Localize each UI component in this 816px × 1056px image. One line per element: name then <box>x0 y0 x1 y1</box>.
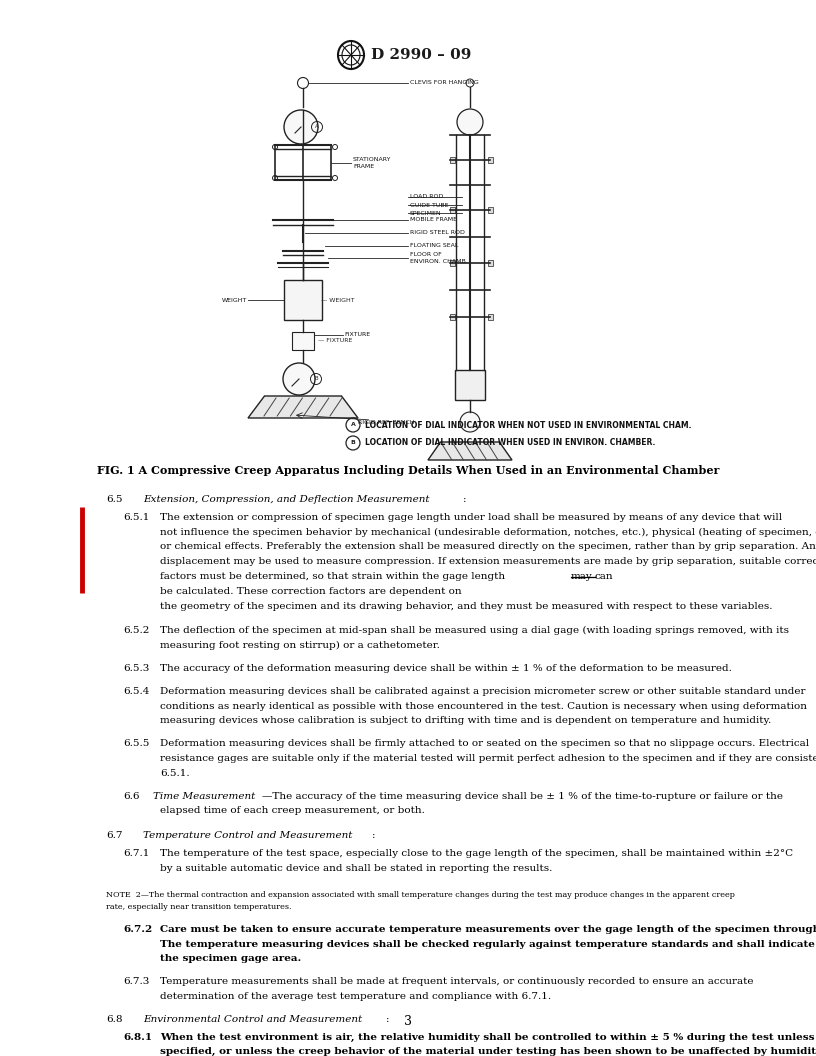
Text: Care must be taken to ensure accurate temperature measurements over the gage len: Care must be taken to ensure accurate te… <box>160 925 816 934</box>
Bar <box>284 280 322 320</box>
Text: When the test environment is air, the relative humidity shall be controlled to w: When the test environment is air, the re… <box>160 1033 816 1041</box>
Text: GUIDE TUBE: GUIDE TUBE <box>410 203 449 208</box>
Text: determination of the average test temperature and compliance with 6.7.1.: determination of the average test temper… <box>160 992 551 1001</box>
Text: the geometry of the specimen and its drawing behavior, and they must be measured: the geometry of the specimen and its dra… <box>160 602 773 610</box>
Bar <box>450 260 455 266</box>
Circle shape <box>332 175 338 181</box>
Circle shape <box>457 109 483 135</box>
Text: factors must be determined, so that strain within the gage length: factors must be determined, so that stra… <box>160 572 508 581</box>
Text: FIG. 1 A Compressive Creep Apparatus Including Details When Used in an Environme: FIG. 1 A Compressive Creep Apparatus Inc… <box>97 465 719 476</box>
Circle shape <box>283 363 315 395</box>
Bar <box>450 207 455 213</box>
Text: — WEIGHT: — WEIGHT <box>321 298 355 302</box>
Text: A: A <box>315 125 319 130</box>
Text: 6.5.1.: 6.5.1. <box>160 769 189 778</box>
Text: be calculated. These correction factors are dependent on: be calculated. These correction factors … <box>160 587 462 596</box>
Text: 6.5.2: 6.5.2 <box>123 626 149 636</box>
Text: The temperature measuring devices shall be checked regularly against temperature: The temperature measuring devices shall … <box>160 940 816 948</box>
Text: LOCATION OF DIAL INDICATOR WHEN USED IN ENVIRON. CHAMBER.: LOCATION OF DIAL INDICATOR WHEN USED IN … <box>365 438 655 448</box>
Text: B: B <box>351 440 356 446</box>
Text: FLOATING SEAL: FLOATING SEAL <box>410 244 459 248</box>
Text: Temperature measurements shall be made at frequent intervals, or continuously re: Temperature measurements shall be made a… <box>160 977 753 986</box>
Text: by a suitable automatic device and shall be stated in reporting the results.: by a suitable automatic device and shall… <box>160 864 552 872</box>
Text: may: may <box>571 572 592 581</box>
Text: —The accuracy of the time measuring device shall be ± 1 % of the time-to-rupture: —The accuracy of the time measuring devi… <box>262 792 783 800</box>
Text: measuring devices whose calibration is subject to drifting with time and is depe: measuring devices whose calibration is s… <box>160 716 771 725</box>
Text: 6.5.4: 6.5.4 <box>123 686 149 696</box>
Text: WEIGHT: WEIGHT <box>222 298 247 303</box>
Text: RIGID REF. BENCH: RIGID REF. BENCH <box>358 420 415 425</box>
Bar <box>450 157 455 163</box>
Text: 6.6: 6.6 <box>123 792 140 800</box>
Text: displacement may be used to measure compression. If extension measurements are m: displacement may be used to measure comp… <box>160 558 816 566</box>
Text: :: : <box>386 1015 389 1024</box>
Text: MOBILE FRAME: MOBILE FRAME <box>410 218 457 223</box>
Text: :: : <box>463 495 467 504</box>
Text: Deformation measuring devices shall be calibrated against a precision micrometer: Deformation measuring devices shall be c… <box>160 686 805 696</box>
Text: FIXTURE: FIXTURE <box>344 333 370 338</box>
Text: Environmental Control and Measurement: Environmental Control and Measurement <box>143 1015 362 1024</box>
Text: conditions as nearly identical as possible with those encountered in the test. C: conditions as nearly identical as possib… <box>160 701 807 711</box>
Bar <box>487 260 493 266</box>
Text: 6.5.5: 6.5.5 <box>123 739 149 748</box>
Bar <box>487 314 493 320</box>
Text: 3: 3 <box>404 1015 412 1027</box>
Text: 6.7.1: 6.7.1 <box>123 849 149 857</box>
Bar <box>487 157 493 163</box>
Bar <box>292 332 314 350</box>
Text: The extension or compression of specimen gage length under load shall be measure: The extension or compression of specimen… <box>160 513 782 522</box>
Text: Extension, Compression, and Deflection Measurement: Extension, Compression, and Deflection M… <box>143 495 429 504</box>
Text: Deformation measuring devices shall be firmly attached to or seated on the speci: Deformation measuring devices shall be f… <box>160 739 809 748</box>
Text: the specimen gage area.: the specimen gage area. <box>160 955 301 963</box>
Bar <box>487 207 493 213</box>
Text: elapsed time of each creep measurement, or both.: elapsed time of each creep measurement, … <box>160 807 425 815</box>
Text: specified, or unless the creep behavior of the material under testing has been s: specified, or unless the creep behavior … <box>160 1048 816 1056</box>
Text: not influence the specimen behavior by mechanical (undesirable deformation, notc: not influence the specimen behavior by m… <box>160 528 816 536</box>
Text: rate, especially near transition temperatures.: rate, especially near transition tempera… <box>106 903 291 910</box>
Text: FLOOR OF
ENVIRON. CHAMB.: FLOOR OF ENVIRON. CHAMB. <box>410 252 468 264</box>
Text: 6.7.3: 6.7.3 <box>123 977 149 986</box>
Text: 6.7.2: 6.7.2 <box>123 925 153 934</box>
Circle shape <box>332 145 338 150</box>
Text: 6.7: 6.7 <box>106 831 122 841</box>
Text: 6.5.1: 6.5.1 <box>123 513 149 522</box>
Circle shape <box>273 175 277 181</box>
Text: A: A <box>351 422 356 428</box>
Bar <box>455 370 485 400</box>
Text: :: : <box>372 831 375 841</box>
Text: STATIONARY
FRAME: STATIONARY FRAME <box>353 157 392 169</box>
Text: NOTE  2—The thermal contraction and expansion associated with small temperature : NOTE 2—The thermal contraction and expan… <box>106 890 735 899</box>
Text: Temperature Control and Measurement: Temperature Control and Measurement <box>143 831 353 841</box>
Text: or chemical effects. Preferably the extension shall be measured directly on the : or chemical effects. Preferably the exte… <box>160 543 816 551</box>
Circle shape <box>460 412 480 432</box>
Text: RIGID STEEL ROD: RIGID STEEL ROD <box>410 230 465 235</box>
Text: D 2990 – 09: D 2990 – 09 <box>371 48 472 62</box>
Circle shape <box>273 145 277 150</box>
Text: resistance gages are suitable only if the material tested will permit perfect ad: resistance gages are suitable only if th… <box>160 754 816 762</box>
Circle shape <box>284 110 318 144</box>
Text: CLEVIS FOR HANGING: CLEVIS FOR HANGING <box>410 80 479 86</box>
Text: The accuracy of the deformation measuring device shall be within ± 1 % of the de: The accuracy of the deformation measurin… <box>160 664 732 673</box>
Text: 6.8.1: 6.8.1 <box>123 1033 152 1041</box>
Text: measuring foot resting on stirrup) or a cathetometer.: measuring foot resting on stirrup) or a … <box>160 641 440 650</box>
Text: 6.5: 6.5 <box>106 495 122 504</box>
Polygon shape <box>248 396 358 418</box>
Text: Time Measurement: Time Measurement <box>153 792 255 800</box>
Text: SPECIMEN: SPECIMEN <box>410 211 441 215</box>
Text: The deflection of the specimen at mid-span shall be measured using a dial gage (: The deflection of the specimen at mid-sp… <box>160 626 789 636</box>
Polygon shape <box>428 442 512 460</box>
Text: — FIXTURE: — FIXTURE <box>318 339 353 343</box>
Text: 6.8: 6.8 <box>106 1015 122 1024</box>
Text: LOAD ROD: LOAD ROD <box>410 194 443 200</box>
Bar <box>450 314 455 320</box>
Text: The temperature of the test space, especially close to the gage length of the sp: The temperature of the test space, espec… <box>160 849 793 857</box>
Text: can: can <box>595 572 613 581</box>
Text: B: B <box>314 377 317 381</box>
Text: LOCATION OF DIAL INDICATOR WHEN NOT USED IN ENVIRONMENTAL CHAM.: LOCATION OF DIAL INDICATOR WHEN NOT USED… <box>365 420 691 430</box>
Text: 6.5.3: 6.5.3 <box>123 664 149 673</box>
